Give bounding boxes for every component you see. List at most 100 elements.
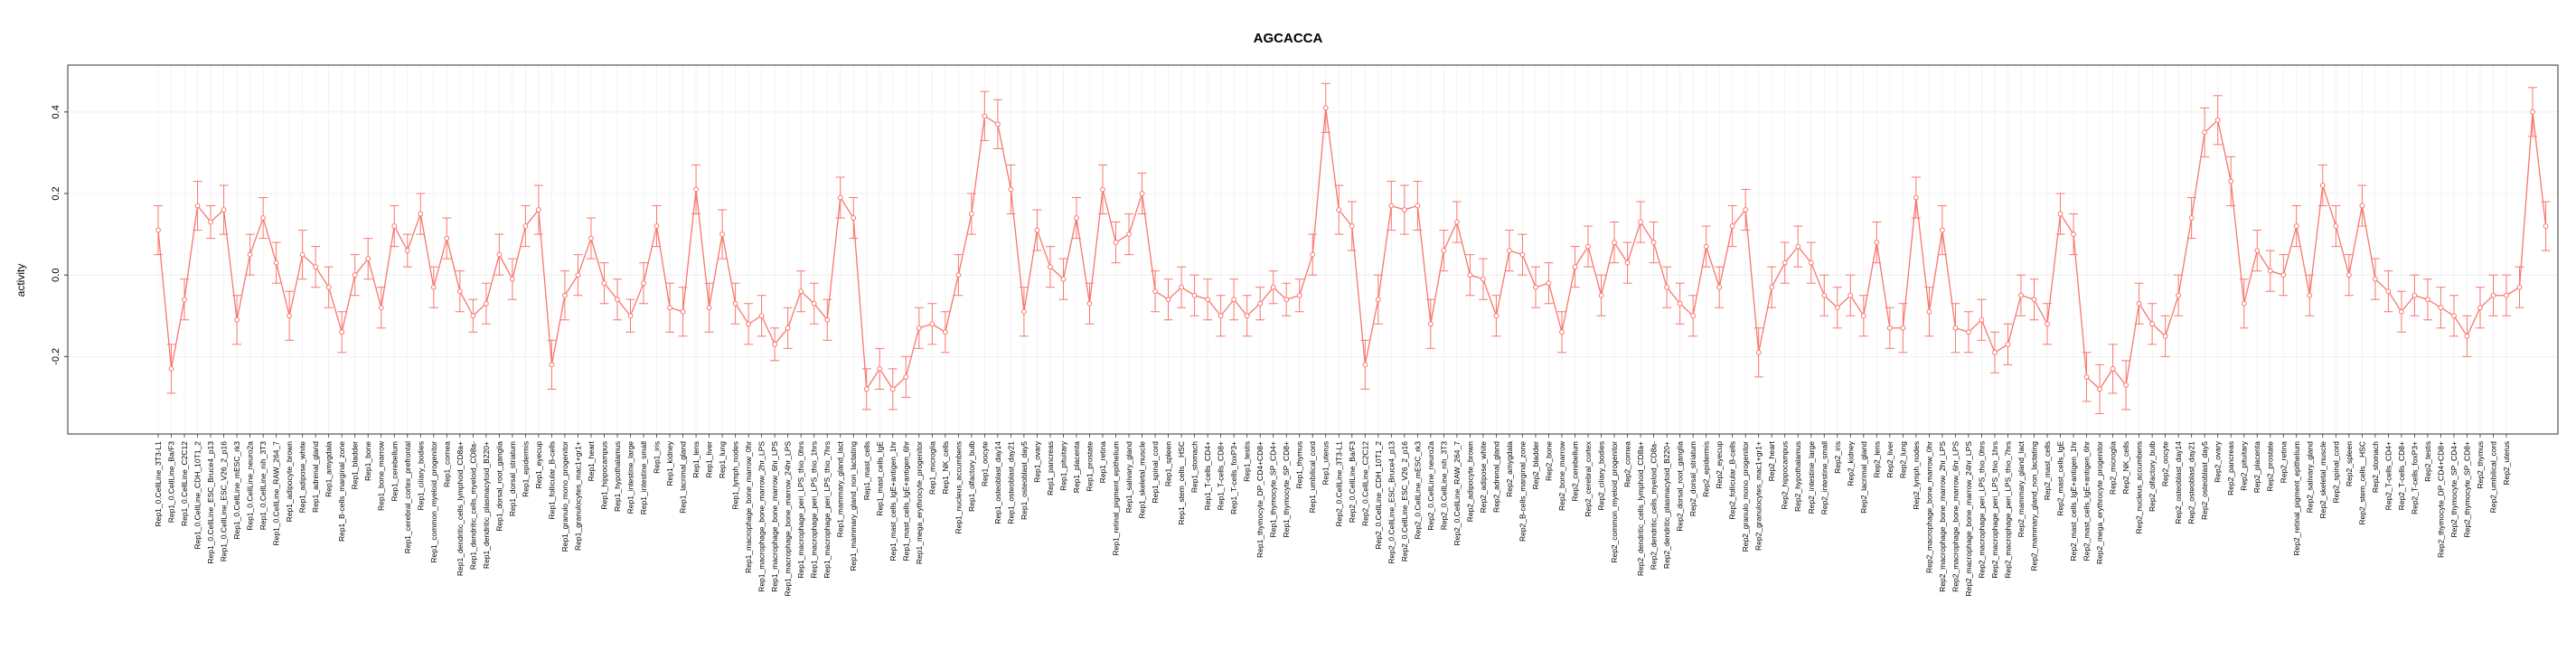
data-point xyxy=(1310,251,1316,258)
data-point xyxy=(1795,243,1801,250)
data-point xyxy=(1808,259,1814,266)
data-point xyxy=(2110,365,2116,372)
x-tick-label: Rep1_mast_cells_IgE+antigen_6hr xyxy=(901,441,910,561)
data-point xyxy=(1677,300,1683,307)
data-point xyxy=(313,264,319,270)
x-tick-label: Rep2_thymocyte_SP_CD4+ xyxy=(2449,441,2458,538)
x-tick-label: Rep2_adipocyte_brown xyxy=(1465,441,1474,523)
x-tick-label: Rep2_macrophage_peri_LPS_thio_7hrs xyxy=(2003,441,2012,579)
x-tick-label: Rep1_bladder xyxy=(351,441,360,490)
data-point xyxy=(1782,259,1788,266)
data-point xyxy=(877,365,883,372)
data-point xyxy=(575,272,581,278)
data-point xyxy=(234,316,240,323)
data-point xyxy=(1966,329,1971,335)
data-point xyxy=(2083,373,2090,380)
x-tick-label: Rep2_macrophage_peri_LPS_thio_1hrs xyxy=(1990,441,1999,579)
data-point xyxy=(1257,300,1264,307)
data-point xyxy=(2097,386,2102,392)
data-point xyxy=(1165,297,1171,303)
x-tick-label: Rep1_lens xyxy=(691,441,700,478)
data-point xyxy=(929,321,935,327)
data-point xyxy=(2398,308,2404,315)
x-tick-label: Rep2_placenta xyxy=(2252,441,2261,493)
data-point xyxy=(483,300,489,307)
data-point xyxy=(549,362,555,368)
x-tick-label: Rep2_pancreas xyxy=(2226,441,2235,495)
data-point xyxy=(1572,264,1578,270)
x-tick-label: Rep1_mega_erythrocyte_progenitor xyxy=(915,441,924,564)
data-point xyxy=(2530,108,2535,115)
x-tick-label: Rep1_0.CellLine_neuro2a xyxy=(246,441,255,531)
data-point xyxy=(798,288,804,295)
x-tick-label: Rep1_follicular_B-cells xyxy=(547,441,556,519)
x-tick-label: Rep1_nucleus_accumbens xyxy=(954,441,963,534)
data-point xyxy=(1375,297,1381,303)
x-tick-label: Rep2_prostate xyxy=(2266,441,2275,492)
x-tick-label: Rep2_stomach xyxy=(2371,441,2380,493)
x-tick-label: Rep1_macrophage_bone_marrow_0hr xyxy=(744,441,753,573)
x-tick-label: Rep1_granulo_mono_progenitor xyxy=(560,441,569,552)
x-tick-label: Rep1_dendritic_cells_lymphoid_CD8a+ xyxy=(456,441,465,576)
data-point xyxy=(968,211,974,217)
x-tick-label: Rep1_intestine_large xyxy=(626,441,635,514)
data-point xyxy=(1664,284,1670,290)
x-axis: Rep1_0.CellLine_3T3-L1 Rep1_0.CellLine_Ba… xyxy=(154,434,2511,597)
data-point xyxy=(365,256,371,262)
data-point xyxy=(680,308,686,315)
data-point xyxy=(2438,305,2444,311)
data-point xyxy=(1598,292,1604,298)
x-tick-label: Rep2_nucleus_accumbens xyxy=(2135,441,2144,534)
x-tick-label: Rep1_liver xyxy=(705,441,714,478)
x-tick-label: Rep1_eyecup xyxy=(534,441,543,489)
x-tick-label: Rep1_thymocyte_DP_CD4+CD8+ xyxy=(1255,441,1264,558)
data-point xyxy=(1296,292,1302,298)
x-tick-label: Rep1_0.CellLine_mESC_rk3 xyxy=(232,441,241,540)
x-tick-label: Rep1_skeletal_muscle xyxy=(1138,441,1147,519)
data-point xyxy=(1074,215,1079,221)
x-tick-label: Rep2_microglia xyxy=(2109,441,2118,495)
data-point xyxy=(1992,349,1998,355)
x-tick-label: Rep1_common_myeloid_progenitor xyxy=(429,441,438,563)
data-point xyxy=(1650,240,1657,246)
data-point xyxy=(2451,313,2457,319)
data-point xyxy=(168,365,174,372)
x-tick-label: Rep2_cerebellum xyxy=(1571,441,1580,502)
data-point xyxy=(1913,194,1919,201)
data-point xyxy=(378,305,384,311)
x-tick-label: Rep2_0.CellLine_RAW_264_7 xyxy=(1453,441,1462,546)
data-point xyxy=(1860,313,1866,319)
series-activity xyxy=(154,82,2551,414)
data-point xyxy=(1624,259,1631,266)
data-point xyxy=(903,373,909,380)
x-tick-label: Rep1_T-cells_CD4+ xyxy=(1203,441,1212,510)
x-tick-label: Rep1_amygdala xyxy=(324,441,334,497)
data-point xyxy=(194,203,201,209)
x-tick-label: Rep1_0.CellLine_CDH_10T1_2 xyxy=(193,441,202,550)
data-point xyxy=(1559,329,1565,335)
x-tick-label: Rep1_cornea xyxy=(442,441,451,487)
x-tick-label: Rep2_macrophage_bone_marrow_24hr_LPS xyxy=(1964,441,1973,597)
data-point xyxy=(2136,300,2142,307)
x-tick-label: Rep2_mast_cells_IgE xyxy=(2056,441,2065,516)
x-tick-label: Rep1_0.CellLine_Ba/F3 xyxy=(167,441,176,524)
data-point xyxy=(1113,240,1119,246)
data-point xyxy=(404,248,410,254)
x-tick-label: Rep1_intestine_small xyxy=(639,441,648,514)
x-tick-label: Rep1_dendritic_cells_myeloid_CD8a- xyxy=(468,441,477,570)
x-tick-label: Rep2_eyecup xyxy=(1715,441,1724,489)
x-tick-label: Rep2_thymocyte_SP_CD8+ xyxy=(2462,441,2471,538)
x-tick-label: Rep2_heart xyxy=(1767,440,1776,481)
x-tick-label: Rep2_lung xyxy=(1898,441,1907,478)
x-tick-label: Rep1_dorsal_striatum xyxy=(508,441,517,516)
data-point xyxy=(1179,284,1184,290)
data-point xyxy=(2188,215,2195,221)
x-tick-label: Rep2_mega_erythrocyte_progenitor xyxy=(2095,441,2104,564)
data-point xyxy=(1021,308,1027,315)
x-tick-label: Rep1_osteoblast_day14 xyxy=(993,441,1002,524)
x-tick-label: Rep2_0.CellLine_neuro2a xyxy=(1426,441,1435,531)
x-tick-label: Rep2_T-cells_CD8+ xyxy=(2397,441,2406,510)
data-point xyxy=(1769,284,1775,290)
data-point xyxy=(653,223,660,229)
data-point xyxy=(2241,300,2247,307)
